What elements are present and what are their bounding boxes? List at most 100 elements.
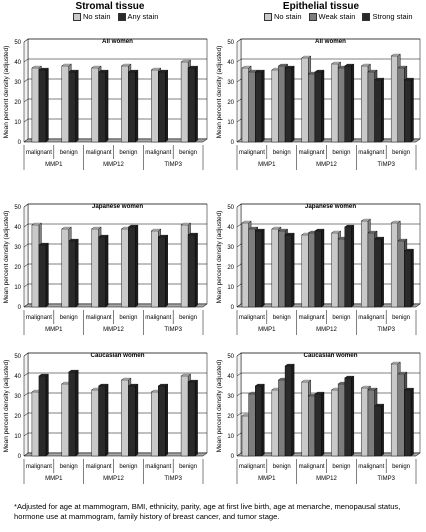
legend-label: No stain (83, 12, 111, 21)
x-tick-label: benign (60, 464, 78, 470)
bar-front (31, 67, 40, 143)
plot-back-wall (27, 38, 208, 140)
bar-side (410, 77, 414, 143)
y-tick-label: 20 (227, 414, 234, 420)
bar-front (344, 226, 352, 308)
plot-side-wall (23, 203, 29, 308)
bar-front (98, 71, 106, 143)
bar-front (61, 65, 69, 143)
panel-title: Caucasian women (304, 352, 358, 359)
plot-side-wall (236, 352, 242, 457)
x-tick-label: malignant (26, 150, 52, 156)
bar-any-stain (187, 379, 199, 457)
legend-swatch (308, 12, 317, 21)
gridline (23, 203, 207, 208)
legend-label: Weak stain (318, 12, 356, 21)
y-tick-label: 30 (227, 245, 234, 251)
plot-back-wall (240, 352, 421, 454)
y-tick-label: 30 (227, 80, 234, 86)
y-tick-label: 30 (14, 394, 21, 400)
bar-front (255, 385, 263, 457)
bar-front (361, 387, 369, 457)
bar-any-stain (97, 69, 109, 143)
bar-side (261, 228, 265, 308)
y-axis-label: Mean percent density (adjusted) (216, 211, 223, 304)
plot-back-wall (27, 352, 208, 454)
bar-front (248, 228, 256, 308)
gridline (236, 118, 420, 123)
bar-front (31, 224, 40, 308)
panel-title: Japanese women (92, 203, 143, 210)
y-tick-label: 10 (227, 285, 234, 291)
gridline (236, 243, 420, 248)
bar-front (68, 371, 76, 457)
group-label: MMP1 (45, 476, 63, 482)
bar-front (241, 222, 249, 308)
plot-side-wall (23, 38, 29, 143)
bar-front (390, 222, 398, 308)
gridline (236, 203, 420, 208)
panel-title: All women (315, 38, 346, 45)
bar-front (301, 57, 309, 143)
y-tick-label: 50 (14, 40, 21, 46)
stromal-column-title: Stromal tissue (75, 1, 145, 12)
bar-front (61, 383, 69, 457)
x-tick-label: malignant (145, 315, 171, 321)
bar-front (98, 236, 106, 308)
bar-front (255, 71, 263, 143)
gridline (23, 223, 207, 228)
y-tick-label: 20 (14, 265, 21, 271)
bar-side (351, 375, 355, 457)
y-axis-label: Mean percent density (adjusted) (3, 46, 10, 139)
bar-front (374, 238, 382, 308)
bar-front (278, 230, 286, 308)
y-tick-label: 20 (14, 100, 21, 106)
epithelial-column-title: Epithelial tissue (282, 1, 360, 12)
bar-front (404, 250, 412, 308)
stromal-legend: No stain Any stain (73, 12, 158, 21)
bar-front (61, 228, 69, 308)
bar-front (308, 395, 316, 457)
bar-front (397, 67, 405, 143)
chart-epithelial-all-women: 0 10 20 30 40 50 malignant benign malignant benig… (216, 38, 421, 170)
bar-strong-stain (314, 391, 325, 457)
bar-front (151, 391, 159, 457)
bar-side (45, 242, 49, 308)
bar-strong-stain (254, 383, 265, 457)
bar-front (284, 365, 292, 457)
bar-strong-stain (403, 248, 415, 308)
bar-front (397, 373, 405, 457)
plot-side-wall (23, 352, 29, 457)
y-tick-label: 0 (18, 454, 22, 460)
gridline (23, 58, 207, 63)
bar-strong-stain (373, 77, 385, 143)
gridline (23, 352, 207, 357)
y-axis-label: Mean percent density (adjusted) (3, 360, 10, 453)
bar-front (68, 71, 76, 143)
bar-side (410, 248, 414, 308)
bar-front (367, 232, 375, 308)
x-tick-label: benign (60, 315, 78, 321)
y-tick-label: 10 (14, 120, 21, 126)
bar-strong-stain (373, 236, 385, 308)
gridline (236, 223, 420, 228)
y-tick-label: 50 (227, 205, 234, 211)
bar-front (128, 226, 136, 308)
bar-front (91, 67, 99, 143)
bar-side (105, 69, 109, 143)
bar-any-stain (38, 242, 50, 308)
y-tick-label: 0 (231, 454, 235, 460)
bar-side (165, 69, 168, 143)
plot-floor (23, 138, 208, 143)
bar-any-stain (68, 369, 79, 457)
y-tick-label: 10 (227, 434, 234, 440)
bar-side (75, 369, 79, 457)
bar-front (271, 228, 279, 308)
bar-front (331, 63, 339, 143)
y-tick-label: 0 (231, 140, 235, 146)
gridline (236, 263, 420, 268)
bar-front (404, 79, 412, 143)
bar-any-stain (97, 383, 109, 457)
x-tick-label: benign (392, 150, 410, 156)
bar-front (361, 65, 369, 143)
